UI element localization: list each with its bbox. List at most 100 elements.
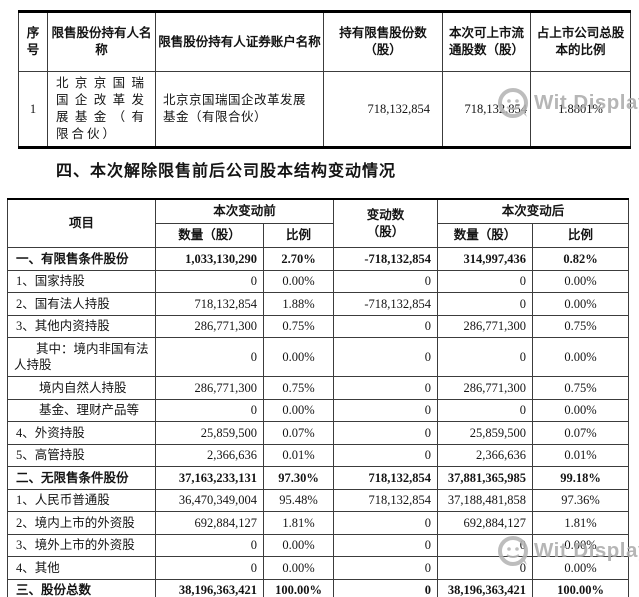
cell-before-qty: 286,771,300 (155, 376, 264, 400)
cell-change: 718,132,854 (333, 488, 439, 512)
cell-item: 2、国有法人持股 (7, 292, 156, 316)
header-change-line2: （股） (366, 224, 405, 239)
cell-before-ratio: 0.00% (262, 337, 335, 377)
table-row: 二、无限售条件股份 37,163,233,131 97.30% 718,132,… (7, 466, 630, 490)
cell-item: 二、无限售条件股份 (7, 466, 156, 490)
cell-item: 基金、理财产品等 (7, 398, 156, 422)
table-row: 其中：境内非国有法人持股 0 0.00% 0 0 0.00% (7, 337, 630, 377)
cell-before-qty: 38,196,363,421 (155, 578, 264, 597)
header-change-line1: 变动数 (366, 207, 405, 222)
cell-after-qty: 286,771,300 (437, 314, 534, 338)
cell-after-qty: 0 (437, 292, 534, 316)
cell-after-ratio: 99.18% (532, 466, 630, 490)
cell-item: 1、人民币普通股 (7, 488, 156, 512)
cell-change: -718,132,854 (333, 292, 439, 316)
cell-change: 0 (333, 376, 439, 400)
cell-item: 4、其他 (7, 556, 156, 580)
header-account-name: 限售股份持有人证券账户名称 (155, 11, 324, 72)
cell-before-ratio: 1.81% (262, 511, 335, 535)
header-after-ratio: 比例 (532, 223, 630, 248)
cell-before-ratio: 0.00% (262, 269, 335, 293)
cell-item: 4、外资持股 (7, 421, 156, 445)
header-tradable-shares: 本次可上市流通股数（股） (442, 11, 531, 72)
cell-ratio: 1.8801% (530, 71, 631, 148)
wechat-logo-icon (498, 536, 528, 566)
cell-account-name: 北京京国瑞国企改革发展基金（有限合伙） (155, 71, 324, 148)
cell-change: 0 (333, 398, 439, 422)
cell-after-ratio: 0.07% (532, 421, 630, 445)
cell-before-ratio: 95.48% (262, 488, 335, 512)
cell-after-qty: 37,881,365,985 (437, 466, 534, 490)
cell-before-qty: 286,771,300 (155, 314, 264, 338)
cell-after-ratio: 100.00% (532, 578, 630, 597)
cell-before-qty: 718,132,854 (155, 292, 264, 316)
cell-seq: 1 (18, 71, 48, 148)
cell-after-qty: 25,859,500 (437, 421, 534, 445)
table-row: 4、其他 0 0.00% 0 0 0.00% (7, 556, 630, 580)
header-before-ratio: 比例 (262, 223, 335, 248)
table-header-row: 序号 限售股份持有人名称 限售股份持有人证券账户名称 持有限售股份数（股） 本次… (18, 11, 631, 72)
table-row: 1 北京京国瑞国企改革发展基金（有限合伙） 北京京国瑞国企改革发展基金（有限合伙… (18, 71, 631, 148)
cell-item: 3、境外上市的外资股 (7, 533, 156, 557)
table-subheader-row: 数量（股） 比例 数量（股） 比例 (8, 223, 630, 248)
cell-change: -718,132,854 (333, 247, 439, 271)
share-structure-table: 项目 本次变动前 变动数 （股） 本次变动后 数量（股） 比例 数量（股） 比例 … (7, 198, 630, 597)
cell-before-qty: 2,366,636 (155, 443, 264, 467)
cell-item: 2、境内上市的外资股 (7, 511, 156, 535)
cell-after-qty: 37,188,481,858 (437, 488, 534, 512)
section-title: 四、本次解除限售前后公司股本结构变动情况 (56, 163, 397, 180)
cell-before-qty: 37,163,233,131 (155, 466, 264, 490)
cell-before-ratio: 97.30% (262, 466, 335, 490)
header-ratio: 占上市公司总股本的比例 (530, 11, 631, 72)
restricted-holder-table: 序号 限售股份持有人名称 限售股份持有人证券账户名称 持有限售股份数（股） 本次… (18, 10, 631, 149)
cell-change: 0 (333, 269, 439, 293)
cell-before-ratio: 0.00% (262, 556, 335, 580)
cell-held-shares: 718,132,854 (323, 71, 443, 148)
header-after-change: 本次变动后 (437, 198, 630, 224)
cell-before-qty: 0 (155, 533, 264, 557)
header-holder-name: 限售股份持有人名称 (47, 11, 156, 72)
cell-change: 0 (333, 421, 439, 445)
header-held-shares: 持有限售股份数（股） (323, 11, 443, 72)
cell-before-ratio: 100.00% (262, 578, 335, 597)
cell-after-ratio: 0.75% (532, 314, 630, 338)
header-seq: 序号 (18, 11, 48, 72)
table-row: 1、国家持股 0 0.00% 0 0 0.00% (7, 269, 630, 293)
cell-after-qty: 286,771,300 (437, 376, 534, 400)
table-row: 5、高管持股 2,366,636 0.01% 0 2,366,636 0.01% (7, 443, 630, 467)
cell-holder-name: 北京京国瑞国企改革发展基金（有限合伙） (47, 71, 156, 148)
cell-after-ratio: 0.00% (532, 269, 630, 293)
table-header-row: 项目 本次变动前 变动数 （股） 本次变动后 (7, 198, 630, 248)
cell-item: 3、其他内资持股 (7, 314, 156, 338)
cell-item: 1、国家持股 (7, 269, 156, 293)
cell-after-qty: 2,366,636 (437, 443, 534, 467)
table-row: 2、国有法人持股 718,132,854 1.88% -718,132,854 … (7, 292, 630, 316)
cell-before-qty: 0 (155, 269, 264, 293)
cell-change: 0 (333, 556, 439, 580)
cell-before-qty: 0 (155, 337, 264, 377)
cell-item: 三、股份总数 (7, 578, 156, 597)
header-after-qty: 数量（股） (437, 223, 534, 248)
cell-after-ratio: 0.00% (532, 337, 630, 377)
cell-item: 5、高管持股 (7, 443, 156, 467)
cell-before-qty: 0 (155, 556, 264, 580)
cell-change: 0 (333, 511, 439, 535)
watermark-text: Wit Display (534, 539, 639, 562)
cell-change: 0 (333, 314, 439, 338)
cell-after-qty: 0 (437, 398, 534, 422)
cell-before-ratio: 0.75% (262, 314, 335, 338)
table-row: 2、境内上市的外资股 692,884,127 1.81% 0 692,884,1… (7, 511, 630, 535)
cell-after-ratio: 97.36% (532, 488, 630, 512)
cell-after-ratio: 0.00% (532, 292, 630, 316)
watermark-top: Wit Display (497, 87, 639, 119)
cell-before-qty: 1,033,130,290 (155, 247, 264, 271)
cell-after-ratio: 0.01% (532, 443, 630, 467)
cell-before-ratio: 0.75% (262, 376, 335, 400)
cell-change: 0 (333, 337, 439, 377)
cell-before-ratio: 0.00% (262, 398, 335, 422)
cell-after-qty: 0 (437, 337, 534, 377)
cell-before-qty: 0 (155, 398, 264, 422)
table-row: 基金、理财产品等 0 0.00% 0 0 0.00% (7, 398, 630, 422)
cell-before-ratio: 2.70% (262, 247, 335, 271)
cell-after-qty: 0 (437, 269, 534, 293)
